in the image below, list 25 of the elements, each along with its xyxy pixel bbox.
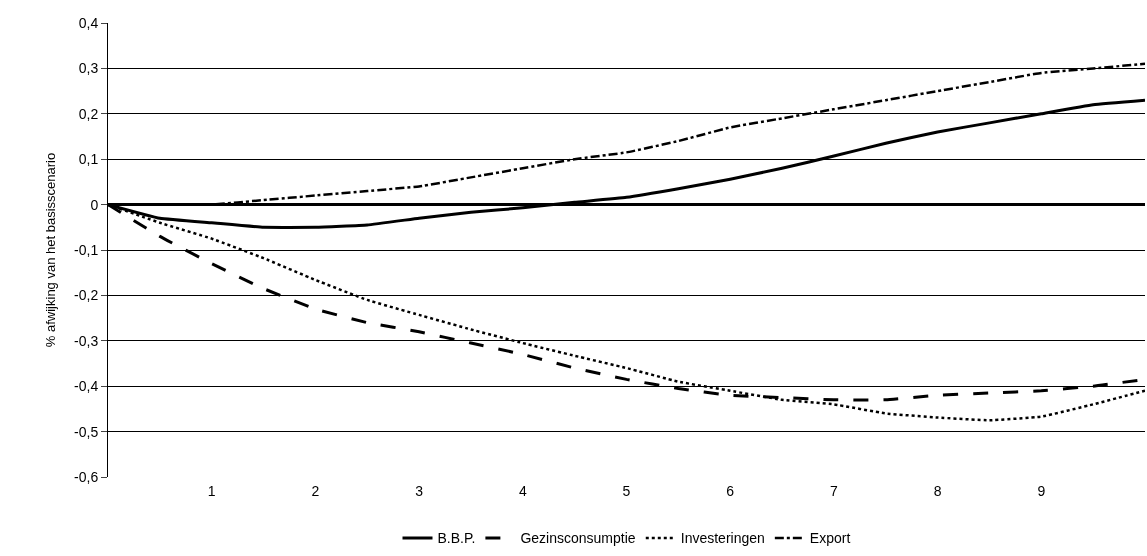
legend-label: Investeringen — [680, 530, 765, 547]
y-tick-label: 0,3 — [78, 60, 99, 77]
y-axis-title: % afwijking van het basisscenario — [43, 152, 59, 348]
y-tick-label: -0,1 — [74, 241, 99, 258]
x-tick-label: 4 — [518, 483, 527, 499]
legend-label: Gezinsconsumptie — [520, 530, 636, 547]
y-tick-label: 0,1 — [78, 151, 99, 168]
y-tick-label: -0,6 — [74, 468, 99, 485]
y-tick-label: -0,5 — [74, 423, 99, 440]
legend-label: Export — [809, 530, 851, 547]
y-tick-label: -0,3 — [74, 332, 99, 349]
y-tick-label: 0 — [90, 196, 99, 213]
x-tick-label: 8 — [933, 483, 942, 499]
legend-label: B.B.P. — [437, 530, 476, 547]
x-tick-label: 3 — [415, 483, 424, 499]
x-tick-label: 2 — [311, 483, 320, 499]
y-tick-label: -0,2 — [74, 287, 99, 304]
x-tick-label: 7 — [830, 483, 838, 499]
y-tick-label: 0,4 — [78, 14, 99, 31]
y-tick-label: -0,4 — [74, 378, 99, 395]
x-tick-label: 1 — [207, 483, 216, 499]
x-tick-label: 9 — [1037, 483, 1046, 499]
x-tick-label: 5 — [622, 483, 631, 499]
y-tick-label: 0,2 — [78, 105, 99, 122]
x-tick-label: 6 — [726, 483, 735, 499]
